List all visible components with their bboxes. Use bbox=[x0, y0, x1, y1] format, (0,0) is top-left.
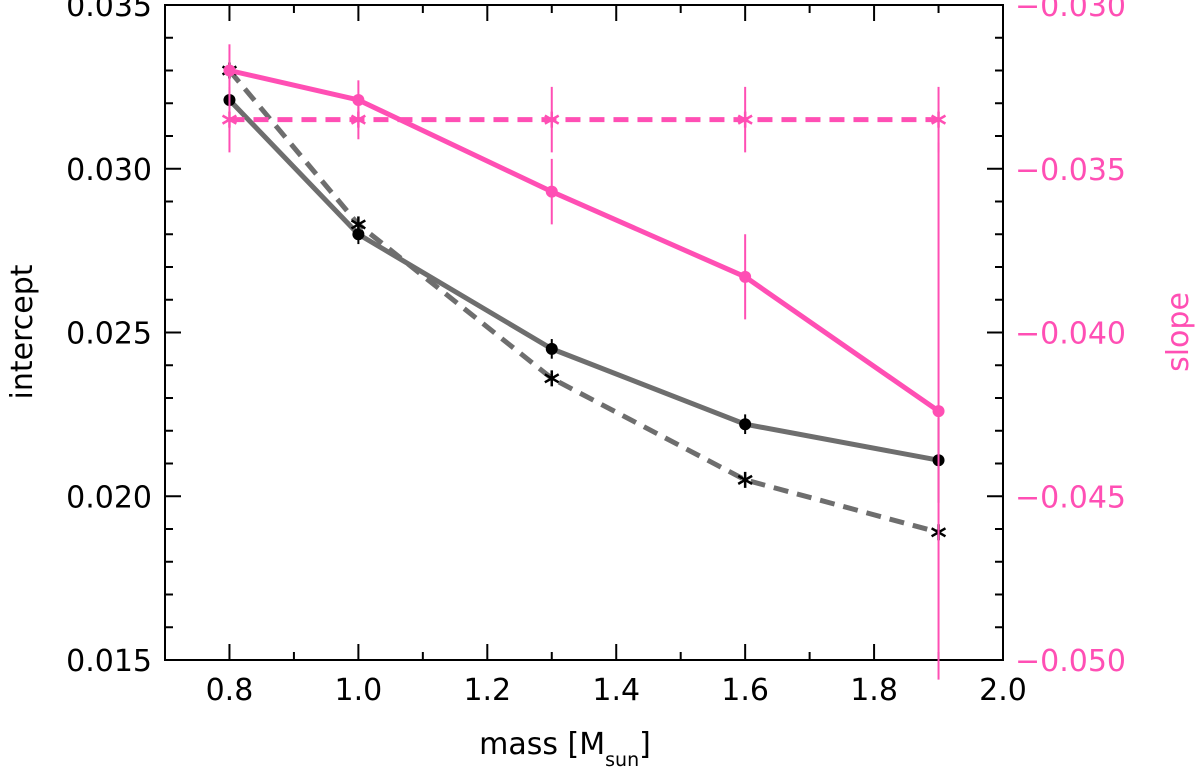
data-point bbox=[545, 342, 558, 355]
axis-ticks bbox=[164, 4, 1004, 661]
series-layer bbox=[221, 44, 947, 680]
x-tick-label: 1.6 bbox=[721, 673, 769, 708]
y-right-tick-label: −0.040 bbox=[1015, 317, 1126, 352]
x-tick-label: 2.0 bbox=[979, 673, 1027, 708]
plot-frame bbox=[164, 4, 1004, 661]
asterisk-stroke bbox=[737, 474, 753, 485]
x-tick-label: 1.0 bbox=[335, 673, 383, 708]
data-point bbox=[352, 228, 365, 241]
series-line bbox=[227, 98, 939, 463]
asterisk-stroke bbox=[350, 219, 366, 230]
data-point bbox=[932, 405, 945, 418]
x-tick-label: 1.2 bbox=[463, 673, 511, 708]
x-tick-label: 0.8 bbox=[206, 673, 254, 708]
tick-labels: 0.8 1.0 1.2 1.4 1.6 1.8 2.0 0.015 0.020 0.025 0.03… bbox=[66, 0, 1126, 708]
data-point bbox=[737, 111, 753, 128]
data-point bbox=[737, 471, 753, 488]
y-right-tick-label: −0.050 bbox=[1015, 644, 1126, 679]
series-3 bbox=[221, 86, 947, 153]
series-0 bbox=[223, 93, 945, 503]
data-point bbox=[223, 64, 236, 77]
y-right-tick-label: −0.035 bbox=[1015, 153, 1126, 188]
asterisk-stroke bbox=[350, 114, 366, 125]
x-axis-title: mass [Msun] bbox=[479, 727, 651, 771]
asterisk-stroke bbox=[544, 114, 560, 125]
asterisk-stroke bbox=[737, 114, 753, 125]
x-tick-label: 1.8 bbox=[850, 673, 898, 708]
data-point bbox=[221, 111, 238, 128]
asterisk-stroke bbox=[221, 114, 238, 125]
x-tick-label: 1.4 bbox=[592, 673, 640, 708]
y-left-tick-label: 0.030 bbox=[66, 153, 152, 188]
asterisk-stroke bbox=[930, 114, 947, 125]
data-point bbox=[739, 270, 752, 283]
data-point bbox=[350, 216, 366, 233]
y-axis-left-title: intercept bbox=[5, 264, 40, 399]
data-point bbox=[544, 370, 560, 387]
y-left-tick-label: 0.025 bbox=[66, 317, 152, 352]
y-left-tick-label: 0.020 bbox=[66, 480, 152, 515]
series-1 bbox=[221, 62, 947, 541]
y-right-tick-label: −0.045 bbox=[1015, 480, 1126, 515]
data-point bbox=[930, 111, 947, 128]
y-left-tick-label: 0.035 bbox=[66, 0, 152, 24]
y-axis-right-title: slope bbox=[1161, 292, 1196, 372]
y-left-tick-label: 0.015 bbox=[66, 644, 152, 679]
series-2 bbox=[223, 44, 945, 680]
asterisk-stroke bbox=[544, 373, 560, 384]
y-right-tick-label: −0.030 bbox=[1015, 0, 1126, 24]
data-point bbox=[350, 111, 366, 128]
data-point bbox=[544, 111, 560, 128]
series-line bbox=[227, 68, 940, 535]
data-point bbox=[739, 418, 752, 431]
data-point bbox=[545, 185, 558, 198]
